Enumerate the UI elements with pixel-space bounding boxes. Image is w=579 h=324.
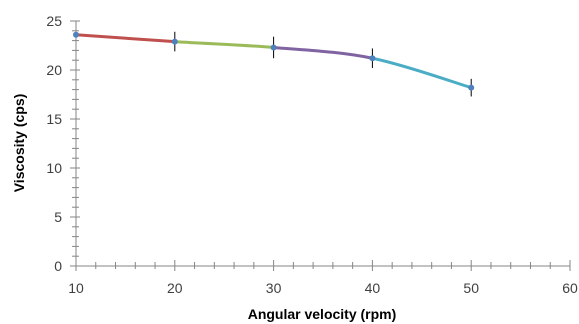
data-point: [171, 38, 178, 45]
data-points: [73, 31, 475, 91]
x-tick-label: 60: [562, 280, 578, 296]
y-tick-label: 5: [54, 209, 62, 225]
x-tick-label: 10: [68, 280, 84, 296]
line-segment: [173, 40, 276, 49]
y-tick-labels: 0 5 10 15 20 25: [46, 13, 62, 274]
data-point: [468, 84, 475, 91]
x-tick-label: 20: [167, 280, 183, 296]
y-axis-title: Viscosity (cps): [11, 94, 27, 193]
data-point: [73, 31, 79, 38]
line-segment: [74, 33, 177, 44]
x-tick-label: 50: [463, 280, 479, 296]
x-tick-label: 30: [266, 280, 282, 296]
x-tick-labels: 10 20 30 40 50 60: [68, 280, 578, 296]
data-point: [369, 55, 376, 62]
y-tick-label: 15: [46, 111, 62, 127]
x-axis-title: Angular velocity (rpm): [248, 306, 397, 322]
error-bars: [174, 31, 472, 97]
data-point: [270, 44, 277, 51]
y-tick-label: 25: [46, 13, 62, 29]
y-tick-label: 20: [46, 62, 62, 78]
line-segment: [370, 56, 473, 90]
axes: [70, 20, 571, 271]
x-tick-label: 40: [365, 280, 381, 296]
y-tick-label: 10: [46, 160, 62, 176]
series-line: [74, 33, 473, 90]
y-tick-label: 0: [54, 258, 62, 274]
line-segment: [272, 45, 374, 60]
